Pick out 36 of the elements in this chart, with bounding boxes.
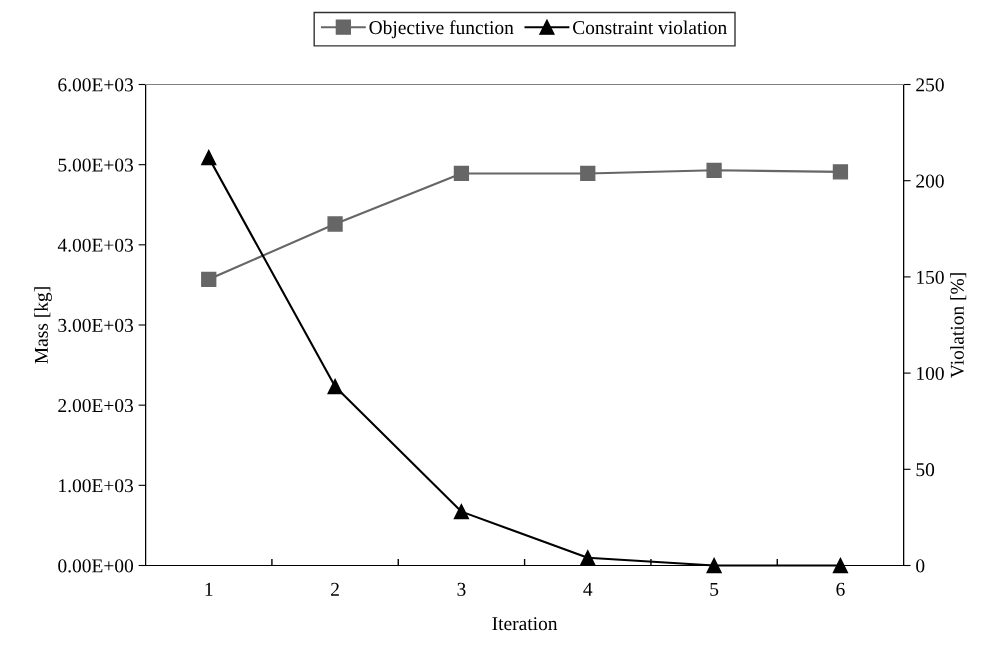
y2-tick-label: 200 <box>916 174 944 188</box>
point <box>580 550 596 566</box>
y-tick-label: 6.00E+03 <box>58 78 134 92</box>
y2-tick-label: 50 <box>916 463 935 477</box>
y-tick-label: 0.00E+00 <box>58 559 134 573</box>
point <box>327 378 343 395</box>
point <box>706 162 722 178</box>
x-tick-label: 5 <box>710 582 719 596</box>
x-tick-label: 1 <box>205 582 213 596</box>
point <box>832 557 849 574</box>
y2-tick-label: 0 <box>916 559 925 573</box>
x-axis-title: Iteration <box>492 617 558 631</box>
y-axis-title: Mass [kg] <box>34 287 52 364</box>
point <box>706 557 722 574</box>
point <box>453 503 470 520</box>
legend-label: Objective function <box>369 20 514 39</box>
x-tick-label: 6 <box>836 582 845 596</box>
y2-axis-title: Violation [%] <box>950 273 967 378</box>
y-tick-label: 2.00E+03 <box>58 398 134 413</box>
y2-tick-label: 250 <box>916 78 944 92</box>
x-tick-label: 4 <box>583 582 593 596</box>
y2-tick-label: 150 <box>917 270 944 284</box>
x-tick-label: 2 <box>331 582 339 596</box>
point <box>580 165 596 182</box>
point <box>832 164 849 180</box>
x-tick-label: 3 <box>457 582 466 596</box>
point <box>201 149 217 166</box>
y2-tick-label: 100 <box>917 366 944 381</box>
point <box>453 165 470 182</box>
legend-label: Constraint violation <box>573 20 727 35</box>
y-tick-label: 3.00E+03 <box>58 318 134 333</box>
point <box>327 216 343 232</box>
y-tick-label: 1.00E+03 <box>59 479 134 493</box>
y-tick-label: 4.00E+03 <box>57 238 134 252</box>
y-tick-label: 5.00E+03 <box>58 158 134 172</box>
point <box>201 271 217 287</box>
